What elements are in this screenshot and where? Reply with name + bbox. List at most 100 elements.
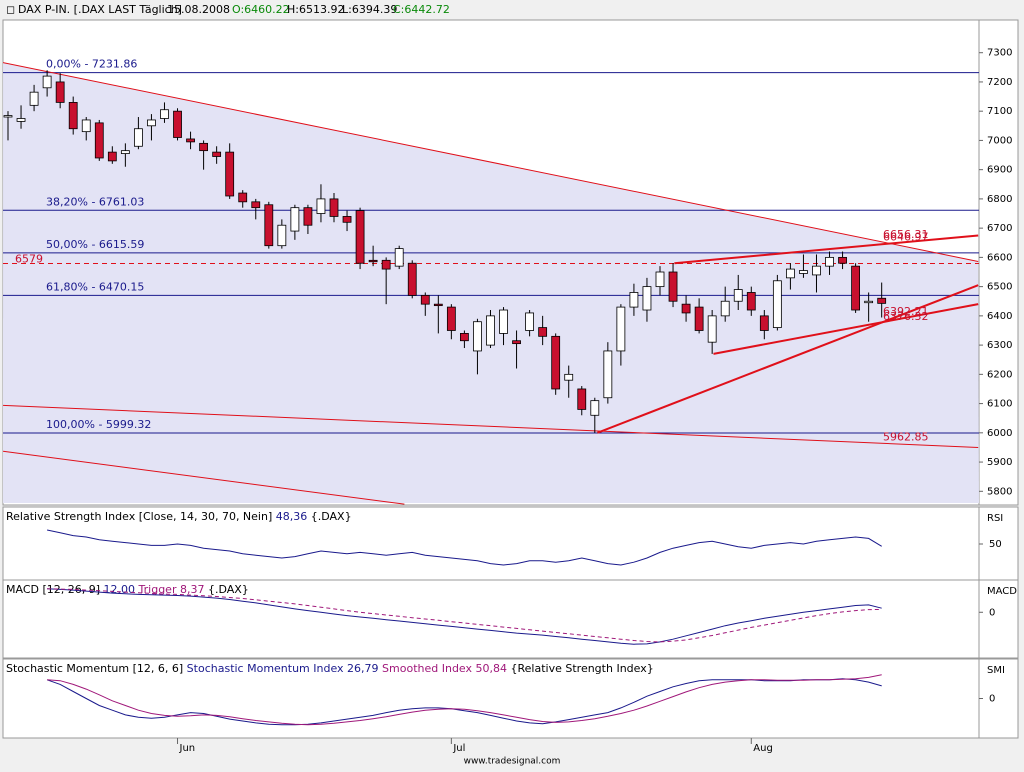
- candle-body: [29, 91, 39, 106]
- y-tick-label: 6300: [987, 340, 1012, 351]
- candle-body: [864, 300, 874, 304]
- y-tick-label: 6100: [987, 399, 1012, 410]
- y-tick-label: 7300: [987, 48, 1012, 59]
- y-tick-label: 5900: [987, 457, 1012, 468]
- candle-body: [499, 309, 508, 334]
- high: H:6513.92: [287, 3, 344, 16]
- value-text: 48,36: [276, 510, 311, 523]
- panel: [2, 579, 1019, 659]
- y-tick-label: 7100: [987, 106, 1012, 117]
- x-tick-label: Aug: [753, 743, 773, 754]
- y-tick-label: 6500: [987, 282, 1012, 293]
- candle-body: [3, 115, 13, 118]
- candle-body: [107, 151, 117, 162]
- candle-body: [877, 297, 887, 304]
- candle-body: [173, 110, 182, 138]
- candle-body: [538, 327, 548, 337]
- y-tick-label: 6600: [987, 252, 1012, 263]
- candle-body: [733, 289, 743, 302]
- candle-body: [446, 306, 456, 331]
- shade: [3, 62, 979, 503]
- candle-body: [694, 306, 704, 331]
- trendline: [3, 62, 979, 262]
- candle-body: [303, 207, 313, 226]
- panel: [2, 658, 1019, 739]
- candle-body: [629, 292, 639, 308]
- candle-body: [277, 224, 287, 247]
- trendline: [713, 303, 979, 355]
- candle-body: [316, 198, 326, 214]
- indicator-line: [47, 674, 882, 726]
- candle-body: [812, 265, 821, 276]
- trend-label: 5962.85: [883, 431, 929, 444]
- header-icon: ◻: [6, 3, 15, 16]
- y-tick-label: 50: [989, 539, 1002, 550]
- trendline: [3, 450, 405, 505]
- candle-body: [707, 315, 717, 343]
- candle-body: [68, 102, 78, 130]
- indicator-line: [46, 529, 882, 566]
- candle-body: [342, 216, 352, 223]
- trendline: [674, 234, 979, 265]
- trendline: [597, 284, 979, 434]
- candle-body: [642, 286, 652, 311]
- axis-title: SMI: [987, 665, 1005, 676]
- candle-body: [120, 150, 130, 154]
- candle-body: [681, 303, 691, 314]
- candle-body: [577, 388, 587, 410]
- candle-body: [720, 300, 730, 317]
- source-text: {.DAX}: [311, 510, 352, 523]
- candle-body: [668, 271, 678, 302]
- panel-title: Relative Strength Index [Close, 14, 30, …: [6, 510, 276, 523]
- x-tick-label: Jun: [179, 743, 196, 754]
- candle-body: [459, 333, 469, 342]
- candle-body: [368, 259, 378, 263]
- candle-body: [603, 350, 613, 399]
- trend-label: 6646.97: [883, 231, 929, 244]
- trend-label: 6392.21: [883, 305, 929, 318]
- main-plot: 0,00% - 7231.86 38,20% - 6761.03 50,00% - …: [3, 58, 979, 505]
- candle-body: [212, 151, 222, 157]
- candle-body: [420, 294, 430, 305]
- trend-label: 6376.32: [883, 310, 929, 323]
- fib-label: 0,00% - 7231.86: [46, 58, 137, 71]
- panel-title: Stochastic Momentum [12, 6, 6]: [6, 662, 187, 675]
- candle-body: [799, 270, 808, 274]
- value-text: Stochastic Momentum Index 26,79: [187, 662, 382, 675]
- candle-body: [81, 119, 91, 133]
- footer: www.tradesignal.com: [464, 757, 561, 767]
- candle-body: [133, 128, 143, 147]
- candle-body: [759, 315, 769, 331]
- candle-body: [329, 198, 339, 217]
- y-tick-label: 0: [989, 694, 995, 705]
- candle-body: [746, 292, 756, 311]
- y-tick-label: 6800: [987, 194, 1012, 205]
- fib-label: 100,00% - 5999.32: [46, 418, 151, 431]
- candle-body: [564, 373, 574, 381]
- fib-label: 50,00% - 6615.59: [46, 238, 144, 251]
- trendline: [3, 404, 979, 448]
- candle-body: [512, 340, 521, 345]
- candle-body: [186, 138, 195, 143]
- candle-body: [225, 151, 235, 197]
- candle-body: [772, 280, 782, 328]
- candle-body: [251, 201, 261, 209]
- trend-label: 6656.31: [883, 228, 929, 241]
- instrument: DAX P-IN. [.DAX LAST Täglich]: [18, 3, 182, 16]
- fib-label: 61,80% - 6470.15: [46, 280, 144, 293]
- y-tick-label: 7000: [987, 135, 1012, 146]
- y-tick-label: 6200: [987, 369, 1012, 380]
- y-tick-label: 6900: [987, 165, 1012, 176]
- candle-body: [199, 142, 209, 152]
- candle-body: [381, 259, 391, 270]
- dashed-level-label: 6579: [15, 253, 43, 266]
- trigger-text: Trigger 8,37: [138, 583, 208, 596]
- indicator-line: [47, 588, 882, 645]
- candle-body: [94, 122, 104, 159]
- candle-body: [16, 118, 26, 122]
- candle-body: [825, 256, 834, 267]
- candle-body: [264, 204, 274, 247]
- date: 15.08.2008: [167, 3, 230, 16]
- x-tick-label: Jul: [452, 743, 465, 754]
- candle-body: [473, 321, 482, 352]
